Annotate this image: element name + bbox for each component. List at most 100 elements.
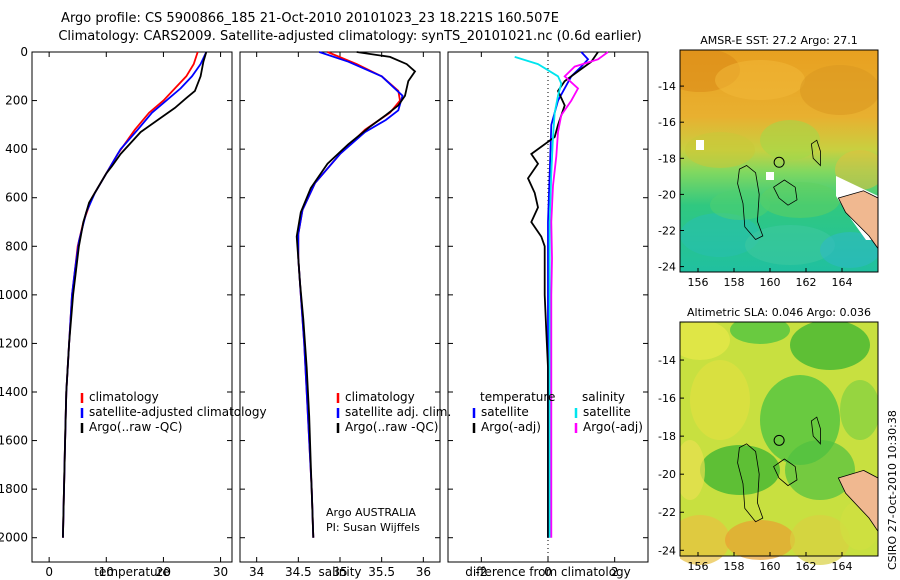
legend-diff-salinity-label: Argo(-adj) (583, 420, 643, 434)
xtick-label: 30 (213, 565, 228, 579)
annotation-pi: PI: Susan Wijffels (326, 521, 420, 534)
sla-patch (690, 360, 750, 440)
plot-title-line1: Argo profile: CS 5900866_185 21-Oct-2010… (61, 11, 559, 26)
ytick-label: 1200 (0, 336, 28, 350)
ytick-label: 1600 (0, 434, 28, 448)
xtick-label: 0 (45, 565, 53, 579)
sla-patch (700, 445, 780, 495)
coastline-new-caledonia (837, 469, 878, 533)
legend-temperature-label: climatology (89, 390, 159, 404)
map-ytick-label: -22 (658, 506, 676, 519)
xaxis-label-difference: difference from climatology (465, 565, 631, 579)
map-sla_map-field (680, 322, 878, 565)
map-sst_map-field (680, 50, 878, 272)
series-line-salinity-argo-adj- (550, 51, 609, 538)
sla-patch (840, 380, 878, 440)
map-xtick-label: 156 (688, 276, 709, 289)
xtick-label: 10 (99, 565, 114, 579)
ytick-label: 2000 (0, 531, 28, 545)
map-xtick-label: 160 (760, 560, 781, 573)
annotation-argo-australia: Argo AUSTRALIA (326, 506, 416, 519)
map-ytick-label: -14 (658, 80, 676, 93)
sst-nodata (766, 172, 774, 180)
sla-patch (680, 322, 730, 360)
axes-frame-temperature (31, 51, 233, 563)
legend-salinity-label: Argo(..raw -QC) (345, 420, 438, 434)
legend-salinity-label: climatology (345, 390, 415, 404)
xtick-label: -2 (475, 565, 487, 579)
ytick-label: 1400 (0, 385, 28, 399)
map-xtick-label: 158 (724, 276, 745, 289)
map-xtick-label: 162 (796, 276, 817, 289)
map-ytick-label: -14 (658, 354, 676, 367)
series-line-satellite-adj-clim- (297, 51, 404, 538)
sla-patch (680, 440, 705, 500)
map-xtick-label: 164 (832, 276, 853, 289)
side-stamp: CSIRO 27-Oct-2010 10:30:38 (886, 410, 899, 570)
map-title-sst_map: AMSR-E SST: 27.2 Argo: 27.1 (700, 34, 858, 47)
sst-nodata (696, 140, 704, 150)
sla-patch (725, 520, 795, 560)
legend-diff-temperature-header: temperature (480, 390, 555, 404)
coastline-island (737, 165, 764, 240)
coastline-new-caledonia (837, 190, 878, 250)
ytick-label: 0 (20, 45, 28, 59)
ytick-label: 400 (5, 142, 28, 156)
xtick-label: 2 (611, 565, 619, 579)
sst-patch (745, 225, 835, 265)
ytick-label: 200 (5, 94, 28, 108)
coastline-island (773, 179, 798, 206)
coastline-island (810, 416, 821, 445)
xtick-label: 35 (332, 565, 347, 579)
map-frame-sla_map (679, 321, 879, 557)
sst-patch (800, 65, 878, 115)
legend-salinity-label: satellite adj. clim. (345, 405, 451, 419)
map-ytick-label: -18 (658, 152, 676, 165)
ytick-label: 800 (5, 239, 28, 253)
ytick-label: 1800 (0, 482, 28, 496)
map-xtick-label: 164 (832, 560, 853, 573)
series-line-argo-raw-qc- (295, 51, 417, 538)
sst-patch (760, 120, 820, 160)
xtick-label: 34 (249, 565, 264, 579)
map-ytick-label: -18 (658, 430, 676, 443)
map-frame-sst_map (679, 49, 879, 273)
ytick-label: 600 (5, 191, 28, 205)
sla-patch (730, 322, 790, 344)
series-line-temperature-argo-adj- (526, 51, 599, 538)
coastline-island (737, 443, 764, 523)
xaxis-label-salinity: salinity (318, 565, 361, 579)
map-xtick-label: 158 (724, 560, 745, 573)
map-ytick-label: -16 (658, 392, 676, 405)
coastline-island (810, 139, 821, 167)
argo-float-marker (773, 434, 785, 446)
sla-patch (785, 440, 855, 500)
map-ytick-label: -24 (658, 544, 676, 557)
map-xtick-label: 160 (760, 276, 781, 289)
xtick-label: 34.5 (285, 565, 312, 579)
sst-patch (835, 150, 878, 190)
sst-patch (680, 213, 760, 257)
coastline-island (773, 458, 798, 487)
sst-patch (710, 190, 770, 220)
legend-temperature-label: satellite-adjusted climatology (89, 405, 267, 419)
legend-temperature-label: Argo(..raw -QC) (89, 420, 182, 434)
sst-patch (685, 132, 755, 168)
axes-frame-salinity (239, 51, 441, 563)
xtick-label: 20 (156, 565, 171, 579)
map-title-sla_map: Altimetric SLA: 0.046 Argo: 0.036 (687, 306, 871, 319)
sst-patch (760, 182, 840, 218)
map-ytick-label: -24 (658, 261, 676, 274)
series-line-climatology (62, 51, 199, 538)
map-ytick-label: -22 (658, 224, 676, 237)
xtick-label: 35.5 (368, 565, 395, 579)
argo-float-marker (773, 156, 785, 168)
sst-patch (715, 60, 805, 100)
sla-patch (680, 515, 730, 565)
map-ytick-label: -20 (658, 188, 676, 201)
xtick-label: 0 (544, 565, 552, 579)
legend-diff-temperature-label: satellite (481, 405, 529, 419)
sla-patch (790, 515, 850, 565)
map-ytick-label: -20 (658, 468, 676, 481)
